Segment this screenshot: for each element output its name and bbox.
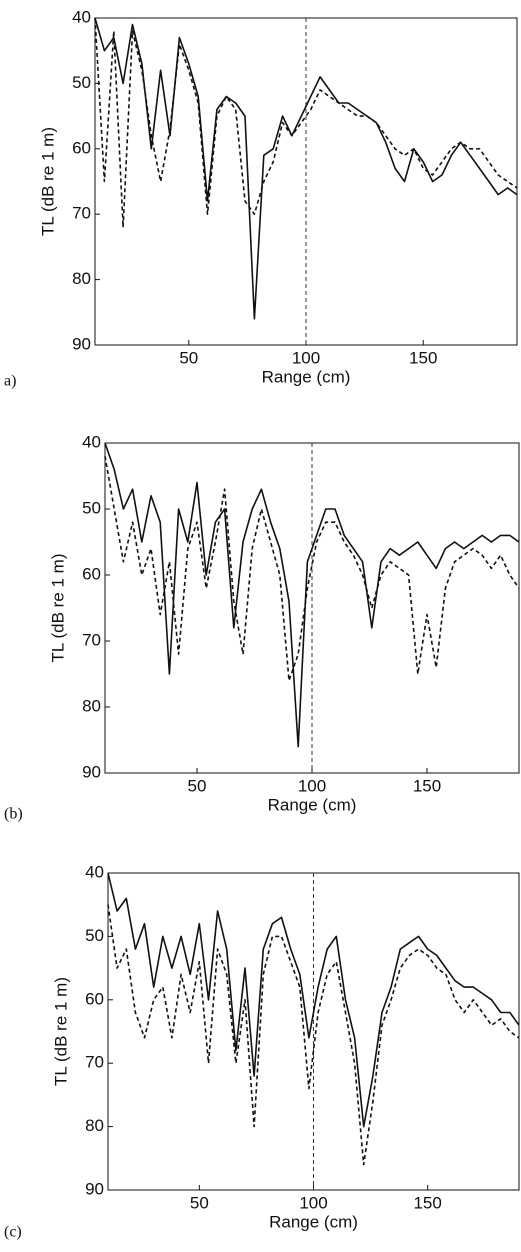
x-tick-label: 100 [299, 1193, 327, 1212]
y-tick-label: 70 [82, 630, 101, 649]
y-tick-label: 40 [85, 862, 104, 881]
x-axis-label: Range (cm) [268, 795, 357, 814]
panel-label: (b) [4, 806, 23, 823]
y-tick-label: 80 [72, 269, 91, 288]
y-tick-label: 70 [72, 204, 91, 223]
y-tick-label: 60 [72, 138, 91, 157]
y-tick-label: 50 [72, 73, 91, 92]
series-line [94, 17, 518, 320]
series-line [104, 456, 520, 682]
x-tick-label: 100 [298, 776, 326, 795]
y-tick-label: 90 [72, 334, 91, 353]
x-tick-label: 150 [413, 776, 441, 795]
y-tick-label: 40 [82, 432, 101, 451]
y-tick-label: 40 [72, 7, 91, 26]
y-tick-label: 60 [85, 989, 104, 1008]
series-line [107, 904, 520, 1166]
series-line [107, 872, 520, 1128]
y-tick-label: 90 [85, 1179, 104, 1198]
y-tick-label: 80 [85, 1116, 104, 1135]
x-tick-label: 50 [190, 1193, 209, 1212]
y-tick-label: 50 [85, 926, 104, 945]
series-line [104, 442, 520, 748]
y-tick-label: 60 [82, 564, 101, 583]
y-axis-label: TL (dB re 1 m) [38, 127, 57, 236]
panel-label: (c) [4, 1224, 22, 1241]
y-tick-label: 90 [82, 762, 101, 781]
y-tick-label: 80 [82, 696, 101, 715]
x-tick-label: 50 [179, 348, 198, 367]
x-axis-label: Range (cm) [269, 1212, 358, 1231]
y-tick-label: 50 [82, 498, 101, 517]
y-tick-label: 70 [85, 1053, 104, 1072]
y-axis-label: TL (dB re 1 m) [51, 977, 70, 1086]
x-tick-label: 50 [188, 776, 207, 795]
x-tick-label: 100 [292, 348, 320, 367]
panel-label: a) [4, 373, 16, 390]
x-axis-label: Range (cm) [262, 367, 351, 386]
y-axis-label: TL (dB re 1 m) [48, 554, 67, 663]
x-tick-label: 150 [409, 348, 437, 367]
x-tick-label: 150 [413, 1193, 441, 1212]
